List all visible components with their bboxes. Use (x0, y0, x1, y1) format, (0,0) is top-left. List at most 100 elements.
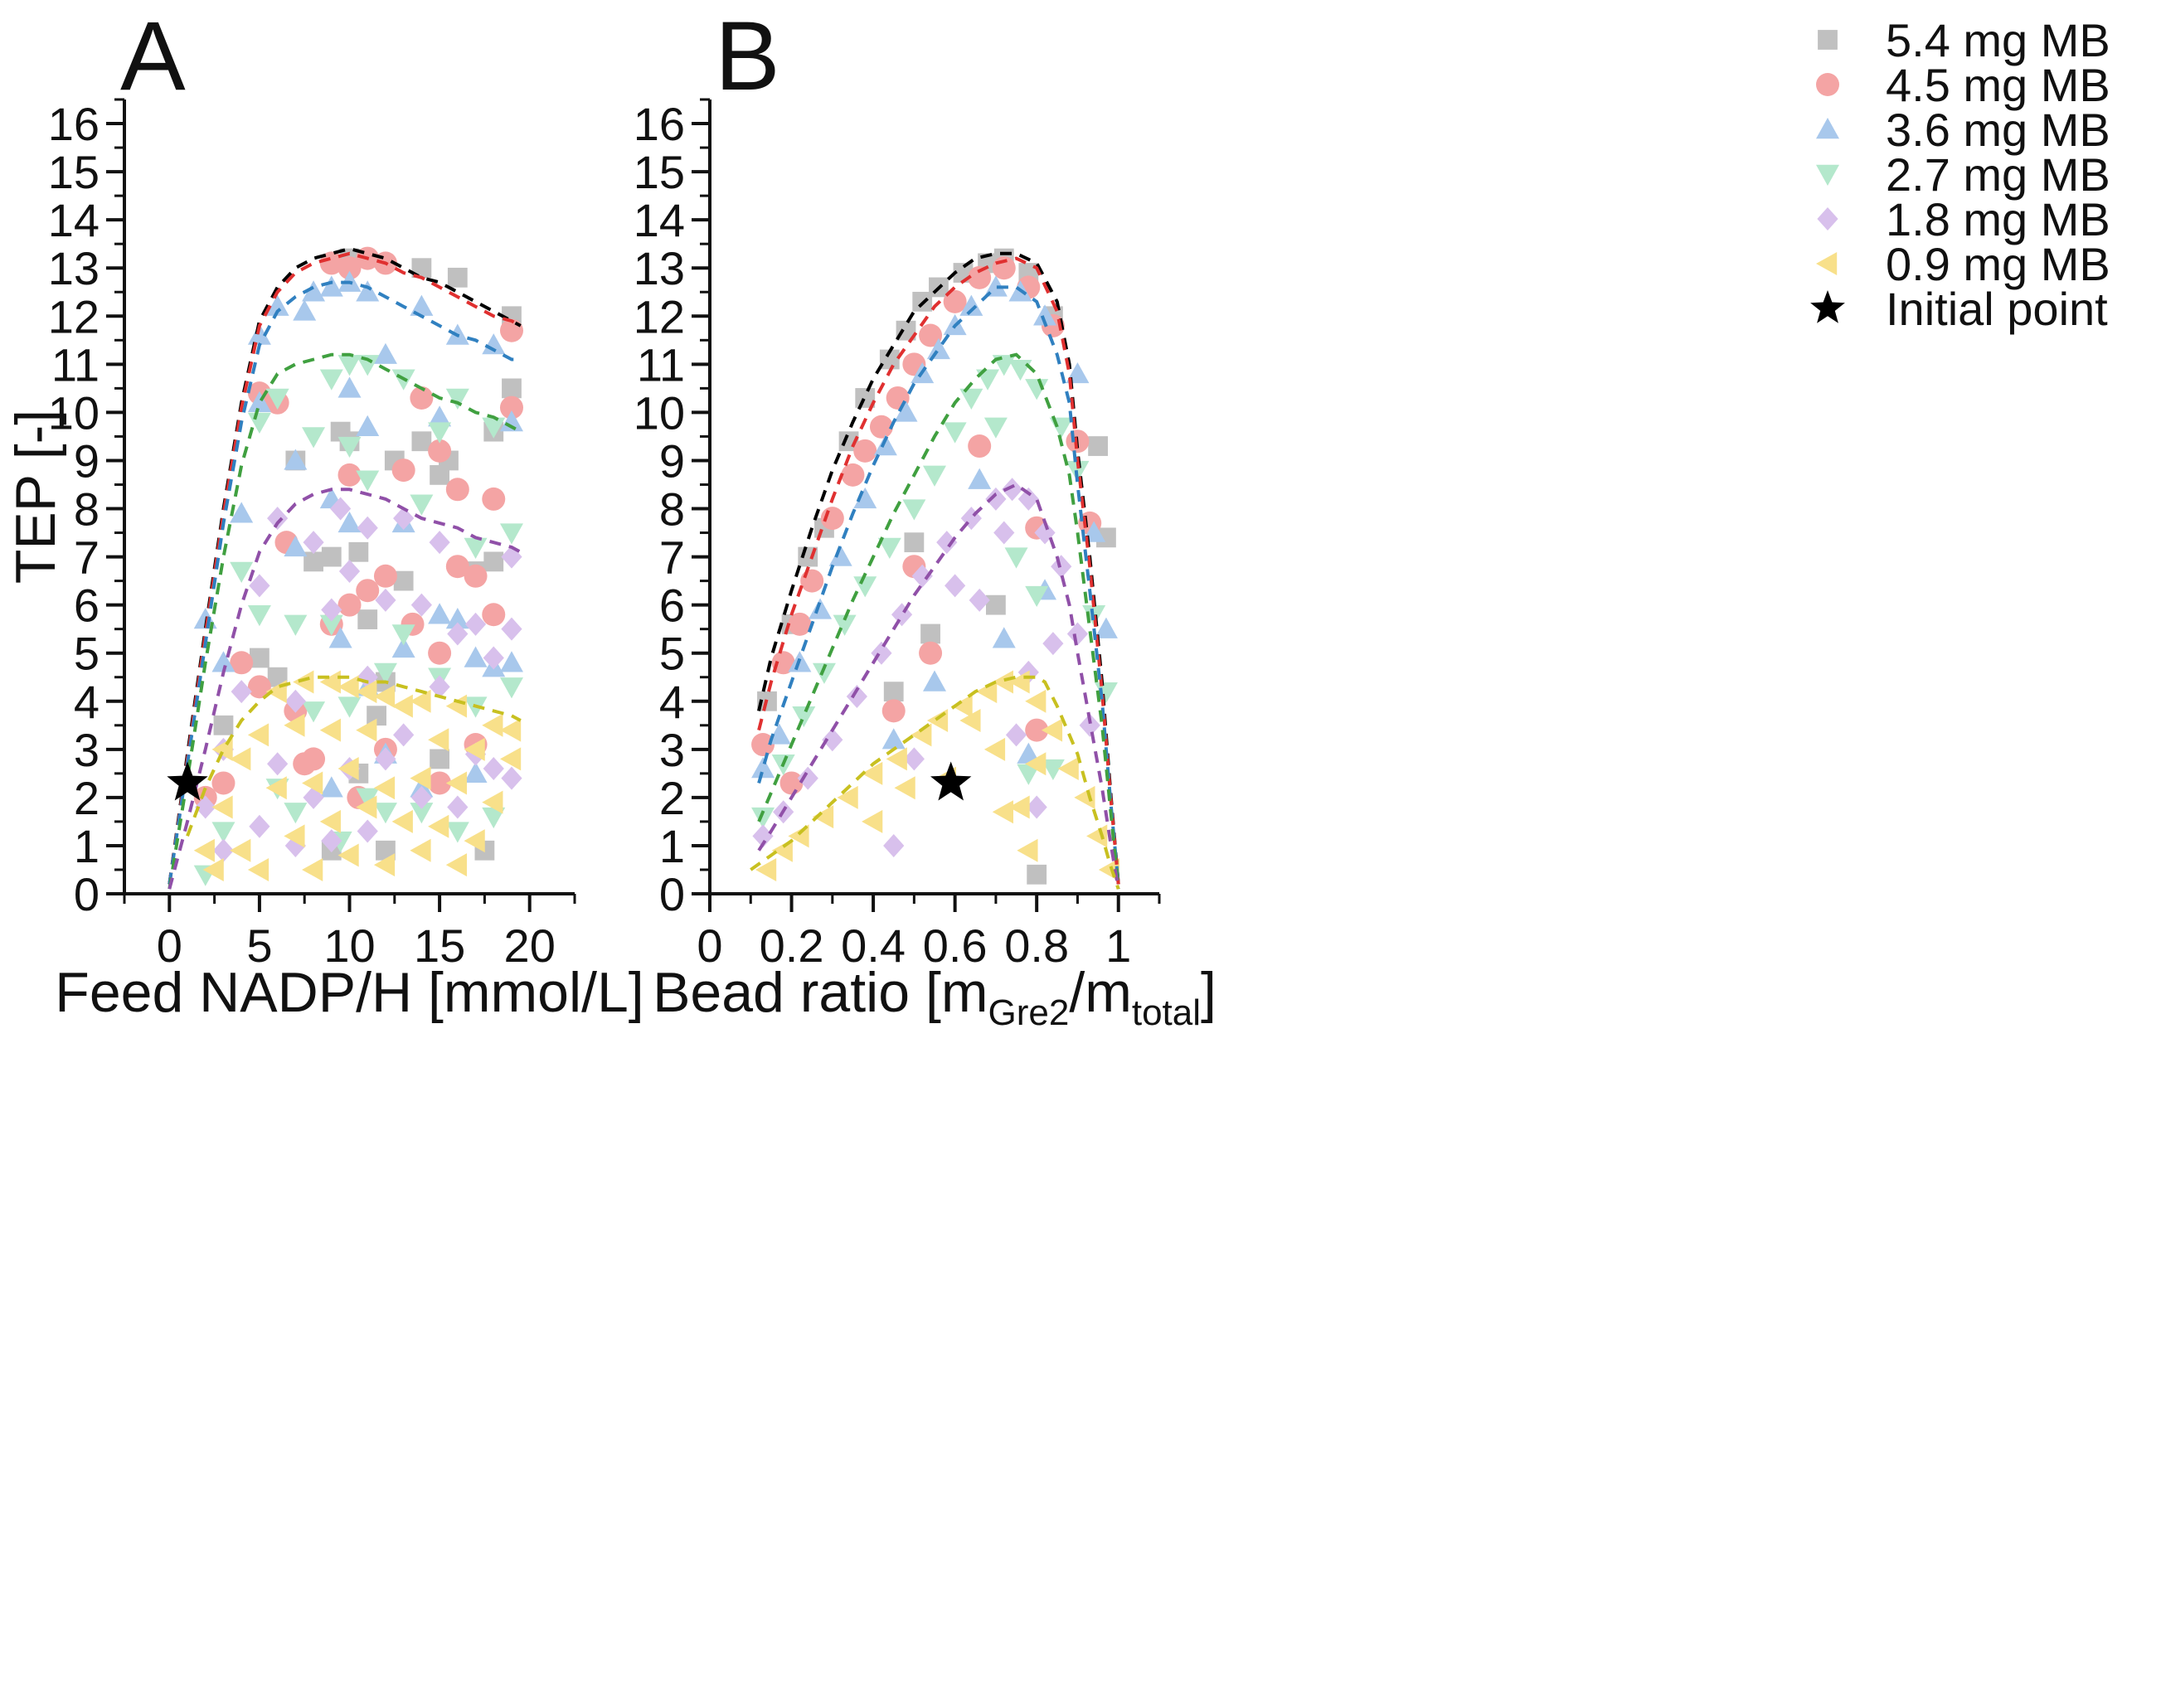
data-point (429, 531, 450, 555)
legend-entry-2-7-mg-mb: 2.7 mg MB (1816, 148, 2110, 201)
x-axis-title-part: Gre2 (988, 992, 1069, 1033)
data-point (862, 761, 883, 785)
legend-label: 1.8 mg MB (1886, 193, 2110, 245)
data-point (211, 771, 236, 795)
data-point (428, 728, 449, 752)
legend-entry-0-9-mg-mb: 0.9 mg MB (1816, 238, 2110, 290)
data-point (302, 280, 326, 302)
data-point (356, 470, 380, 492)
data-point (319, 670, 341, 694)
data-point (951, 694, 973, 718)
y-tick-label: 5 (659, 628, 685, 680)
data-point (499, 718, 522, 742)
data-point (499, 395, 523, 420)
data-point (767, 723, 791, 745)
y-tick-label: 9 (659, 434, 685, 487)
data-point (247, 675, 271, 699)
data-point (797, 766, 818, 790)
y-tick-label: 8 (659, 483, 685, 536)
legend-entry-5-4-mg-mb: 5.4 mg MB (1818, 14, 2110, 66)
data-point (319, 718, 341, 742)
data-point (321, 546, 342, 567)
data-point (410, 593, 432, 617)
data-point (250, 648, 270, 668)
data-point (265, 294, 289, 316)
data-point (809, 598, 833, 619)
data-point (499, 410, 523, 432)
y-tick-label: 5 (74, 628, 100, 680)
data-point (1025, 752, 1047, 776)
y-tick-label: 1 (659, 820, 685, 872)
data-point (1096, 527, 1116, 548)
x-tick-label: 0 (697, 920, 722, 972)
data-point (447, 267, 468, 288)
data-point (267, 507, 289, 531)
data-point (902, 499, 926, 521)
y-tick-label: 14 (634, 194, 685, 246)
data-point (911, 564, 933, 588)
data-point (393, 507, 415, 531)
data-point (792, 706, 816, 728)
y-tick-label: 2 (74, 772, 100, 824)
data-point (873, 434, 897, 456)
x-tick-label: 10 (323, 920, 375, 972)
data-point (976, 680, 998, 704)
data-point (483, 551, 504, 572)
data-point (249, 814, 270, 838)
data-point (428, 771, 452, 795)
data-point (247, 857, 270, 881)
data-point (338, 843, 359, 867)
x-tick-label: 1 (1105, 920, 1131, 972)
data-point (321, 598, 342, 622)
data-point (411, 258, 432, 279)
series-4-5-mg-mb-a (193, 246, 523, 809)
data-point (904, 532, 925, 553)
data-point (284, 689, 306, 713)
data-point (330, 497, 352, 521)
data-point (373, 564, 397, 588)
data-point (923, 465, 946, 487)
data-point (943, 422, 967, 444)
y-axis-title: TEP [-] (4, 410, 67, 584)
x-axis-title-part: Bead ratio [m (653, 961, 988, 1024)
y-tick-label: 1 (74, 820, 100, 872)
data-point (1025, 718, 1049, 742)
data-point (969, 588, 990, 612)
data-point (464, 564, 488, 588)
legend-label: 4.5 mg MB (1886, 59, 2110, 111)
data-point (881, 699, 906, 723)
data-point (321, 829, 342, 853)
data-point (822, 728, 843, 752)
data-point (482, 790, 503, 814)
data-point (992, 800, 1013, 824)
data-point (483, 757, 504, 781)
data-point (894, 400, 918, 422)
data-point (338, 355, 362, 376)
data-point (841, 463, 865, 487)
data-point (959, 388, 983, 410)
data-point (428, 603, 452, 624)
legend-marker-1-8-mg-mb (1817, 207, 1838, 230)
fit-curve-1-8-mg-mb-fit-a (168, 488, 522, 890)
y-tick-label: 10 (634, 386, 685, 439)
data-point (501, 545, 522, 569)
data-point (373, 853, 396, 877)
data-point (499, 747, 522, 771)
y-tick-label: 10 (48, 386, 100, 439)
data-point (391, 624, 415, 646)
data-point (788, 612, 812, 636)
data-point (319, 369, 343, 391)
data-point (846, 684, 867, 708)
y-tick-label: 6 (74, 580, 100, 632)
legend-marker-4-5-mg-mb (1816, 73, 1839, 96)
fit-curve-2-7-mg-mb-fit-a (168, 352, 522, 890)
data-point (338, 463, 362, 487)
data-point (338, 436, 362, 459)
data-point (1025, 585, 1049, 608)
data-point (211, 795, 233, 819)
legend-marker-0-9-mg-mb (1816, 252, 1838, 275)
data-point (302, 427, 326, 449)
data-point (992, 627, 1016, 648)
data-point (356, 280, 380, 302)
data-point (338, 256, 362, 280)
